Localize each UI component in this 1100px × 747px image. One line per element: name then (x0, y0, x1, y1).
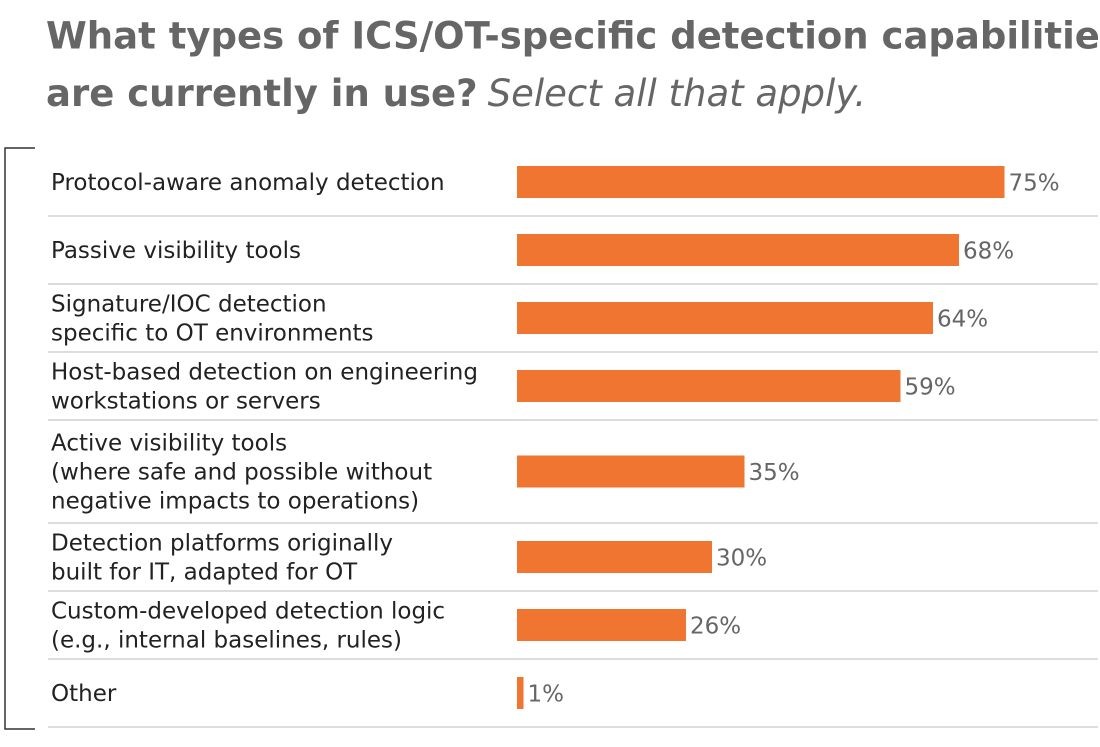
value-label: 35% (749, 460, 800, 486)
value-label: 59% (905, 375, 956, 401)
chart-title: What types of ICS/OT-specific detection … (46, 15, 1100, 58)
chart-title: are currently in use? (46, 72, 478, 115)
category-label-line: Custom-developed detection logic (51, 598, 445, 624)
category-label: Signature/IOC detection specific to OT en… (51, 291, 374, 346)
value-label: 26% (690, 614, 741, 640)
category-label-line: Passive visibility tools (51, 238, 301, 264)
category-label-line: Host-based detection on engineering (51, 359, 478, 385)
bar (517, 370, 901, 402)
category-label: Protocol-aware anomaly detection (51, 170, 445, 196)
bar (517, 541, 712, 573)
bar (517, 609, 686, 641)
category-label: Passive visibility tools (51, 238, 301, 264)
value-label: 75% (1009, 171, 1060, 197)
category-label-line: Active visibility tools (51, 430, 287, 456)
category-label-line: Protocol-aware anomaly detection (51, 170, 445, 196)
value-label: 64% (937, 307, 988, 333)
bar (517, 302, 933, 334)
bar (517, 234, 959, 266)
bar (517, 166, 1005, 198)
chart-title: are currently in use? Select all that app… (46, 72, 866, 115)
bracket (4, 147, 35, 730)
category-label-line: (e.g., internal baselines, rules) (51, 627, 402, 653)
value-label: 68% (963, 239, 1014, 265)
category-label: Active visibility tools (where safe and p… (51, 430, 432, 514)
category-label: Detection platforms originally built for … (51, 530, 393, 585)
category-label-line: (where safe and possible without (51, 459, 432, 485)
bar (517, 677, 524, 709)
chart-subtitle: Select all that apply. (488, 72, 867, 115)
category-label-line: workstations or servers (51, 388, 321, 414)
bar (517, 455, 745, 488)
category-label-line: negative impacts to operations) (51, 488, 419, 514)
category-label: Custom-developed detection logic (e.g., i… (51, 598, 445, 653)
category-label-line: specific to OT environments (51, 320, 374, 346)
category-label-line: Detection platforms originally (51, 530, 393, 556)
category-label: Host-based detection on engineering works… (51, 359, 478, 414)
category-label-line: Other (51, 681, 117, 707)
value-label: 1% (528, 682, 565, 708)
value-label: 30% (716, 546, 767, 572)
category-label-line: built for IT, adapted for OT (51, 559, 358, 585)
category-label: Other (51, 681, 117, 707)
category-label-line: Signature/IOC detection (51, 291, 327, 317)
